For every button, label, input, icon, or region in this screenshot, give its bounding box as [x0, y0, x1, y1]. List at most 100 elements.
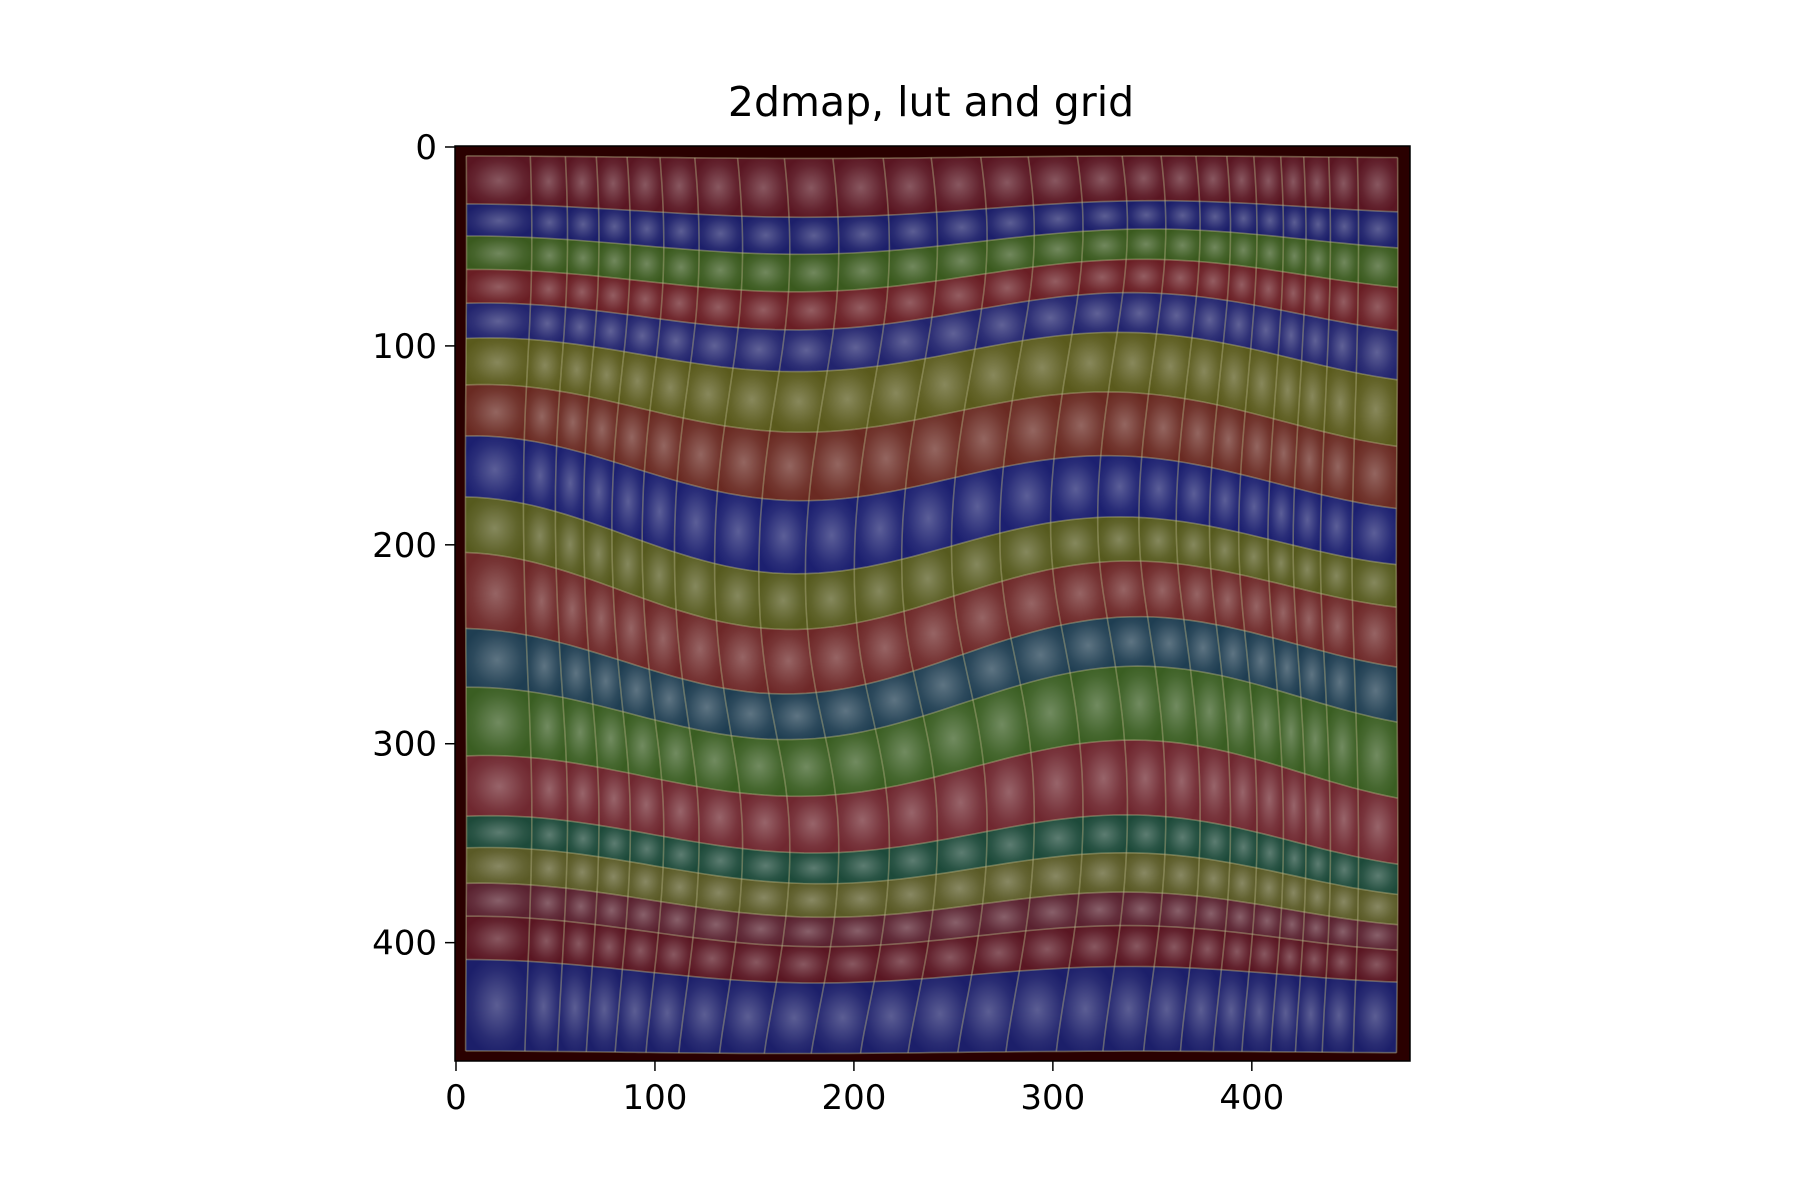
grid-line-vertical — [464, 155, 468, 1051]
y-tick-label: 100 — [372, 327, 437, 367]
grid-line-vertical — [554, 156, 569, 1052]
heatmap-cell-highlight — [739, 792, 790, 853]
heatmap-cell-highlight — [629, 830, 664, 868]
heatmap-cell-highlight — [1114, 925, 1160, 967]
heatmap-cell-highlight — [1209, 526, 1240, 575]
heatmap-cell-highlight — [661, 779, 700, 843]
grid-line-vertical — [1138, 155, 1167, 1052]
heatmap-cell-highlight — [936, 240, 988, 281]
heatmap-cell-highlight — [1028, 156, 1083, 206]
heatmap-cell-highlight — [466, 687, 531, 758]
grid-line-vertical — [673, 157, 700, 1053]
heatmap-cell-highlight — [624, 314, 661, 358]
heatmap-cell-highlight — [531, 817, 568, 853]
heatmap-cell-highlight — [523, 503, 557, 569]
heatmap-cell-highlight — [1305, 239, 1331, 279]
chart-title: 2dmap, lut and grid — [728, 78, 1134, 126]
heatmap-cell-highlight — [644, 410, 684, 482]
grid-line-vertical — [1175, 155, 1201, 1052]
heatmap-cell-highlight — [1304, 878, 1331, 917]
heatmap-cell-highlight — [830, 914, 885, 947]
heatmap-cell-highlight — [1282, 838, 1306, 879]
heatmap-cell-highlight — [877, 317, 932, 367]
heatmap-cell-highlight — [698, 842, 743, 879]
heatmap-cell-highlight — [1190, 670, 1229, 753]
heatmap-cell-highlight — [1293, 545, 1322, 594]
heatmap-cell-highlight — [598, 825, 631, 862]
heatmap-cell-highlight — [1199, 820, 1231, 863]
heatmap-cell-highlight — [1115, 666, 1164, 742]
grid-line-vertical — [1267, 156, 1285, 1052]
heatmap-cell-highlight — [901, 477, 956, 560]
heatmap-cell-highlight — [611, 461, 645, 541]
heatmap-cell-highlight — [1221, 931, 1253, 972]
heatmap-cell-highlight — [674, 481, 718, 564]
heatmap-cell-highlight — [758, 498, 809, 574]
heatmap-cell-highlight — [563, 307, 597, 347]
heatmap-cell-highlight — [1329, 781, 1359, 858]
heatmap-cell-highlight — [760, 628, 817, 694]
grid-line-horizontal — [466, 258, 1398, 293]
heatmap-cell-highlight — [1003, 394, 1063, 467]
heatmap-cell-highlight — [905, 410, 965, 489]
heatmap-cell-highlight — [908, 974, 972, 1053]
heatmap-cell-highlight — [764, 982, 825, 1054]
heatmap-cell-highlight — [1033, 816, 1083, 860]
heatmap-cell-highlight — [1279, 908, 1305, 941]
heatmap-cell-highlight — [592, 704, 629, 773]
heatmap-cell-highlight — [901, 546, 954, 612]
grid-line-vertical — [1292, 156, 1307, 1053]
heatmap-cell-highlight — [694, 157, 742, 217]
grid-line-vertical — [1237, 156, 1258, 1052]
heatmap-cell-highlight — [807, 622, 866, 693]
heatmap-cell-highlight — [1195, 156, 1230, 203]
heatmap-cell-highlight — [913, 654, 973, 716]
heatmap-cell-highlight — [1183, 619, 1223, 676]
heatmap-cell-highlight — [957, 971, 1020, 1053]
heatmap-cell-highlight — [1078, 852, 1127, 894]
heatmap-cell-highlight — [1054, 391, 1109, 459]
heatmap-cell-highlight — [978, 898, 1030, 936]
heatmap-cell-highlight — [562, 697, 598, 767]
heatmap-cell-highlight — [837, 215, 890, 254]
heatmap-cell-highlight — [1229, 826, 1257, 868]
heatmap-cell-highlight — [585, 396, 619, 462]
heatmap-cell-highlight — [1254, 867, 1283, 909]
heatmap-cell-highlight — [983, 752, 1035, 832]
heatmap-cell-highlight — [1281, 271, 1306, 315]
heatmap-cell-highlight — [1122, 259, 1165, 294]
heatmap-cell-highlight — [698, 250, 743, 291]
heatmap-cell-highlight — [597, 767, 631, 831]
heatmap-cell-highlight — [465, 628, 529, 692]
heatmap-cell-highlight — [724, 368, 780, 432]
heatmap-cell-highlight — [690, 323, 739, 369]
plot-frame — [454, 145, 1411, 1062]
grid-line-vertical — [900, 157, 939, 1054]
heatmap-cell-highlight — [1355, 712, 1398, 799]
heatmap-cell-highlight — [737, 158, 789, 218]
heatmap-cell-highlight — [1295, 975, 1327, 1053]
heatmap-cell-highlight — [1075, 892, 1124, 928]
heatmap-cell-highlight — [466, 155, 532, 206]
heatmap-cell-highlight — [1099, 561, 1148, 619]
grid-line-vertical — [757, 158, 791, 1054]
heatmap-cell-highlight — [555, 511, 585, 578]
heatmap-cell-highlight — [776, 945, 831, 983]
heatmap-cell-highlight — [1254, 267, 1283, 311]
heatmap-cell-highlight — [1156, 293, 1197, 338]
heatmap-cell-highlight — [526, 635, 563, 698]
heatmap-cell-highlight — [523, 439, 557, 512]
heatmap-cell-highlight — [627, 279, 663, 319]
x-axis: 0 100 200 300 400 — [445, 1061, 1284, 1118]
heatmap-cell-highlight — [1229, 232, 1257, 268]
heatmap-cell-highlight — [860, 978, 922, 1054]
plot-area — [454, 145, 1411, 1062]
heatmap-cell-highlight — [808, 427, 867, 501]
heatmap-cell-highlight — [1352, 438, 1397, 509]
heatmap-cell-highlight — [529, 885, 566, 922]
heatmap-cell-highlight — [1077, 156, 1127, 203]
heatmap-cell-highlight — [660, 283, 699, 324]
heatmap-cell-highlight — [883, 157, 937, 216]
heatmap-cell-highlight — [1140, 561, 1184, 620]
